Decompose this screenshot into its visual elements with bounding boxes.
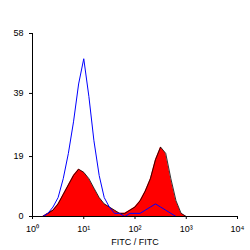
svg-text:10²: 10² <box>128 224 141 234</box>
svg-text:39: 39 <box>13 88 23 98</box>
svg-text:0: 0 <box>18 211 23 221</box>
svg-text:10⁰: 10⁰ <box>26 224 39 234</box>
svg-text:58: 58 <box>13 28 23 38</box>
svg-text:10⁴: 10⁴ <box>231 224 245 234</box>
svg-text:10¹: 10¹ <box>77 224 90 234</box>
svg-text:19: 19 <box>13 151 23 161</box>
svg-text:10³: 10³ <box>180 224 193 234</box>
svg-text:FITC / FITC: FITC / FITC <box>111 237 159 247</box>
